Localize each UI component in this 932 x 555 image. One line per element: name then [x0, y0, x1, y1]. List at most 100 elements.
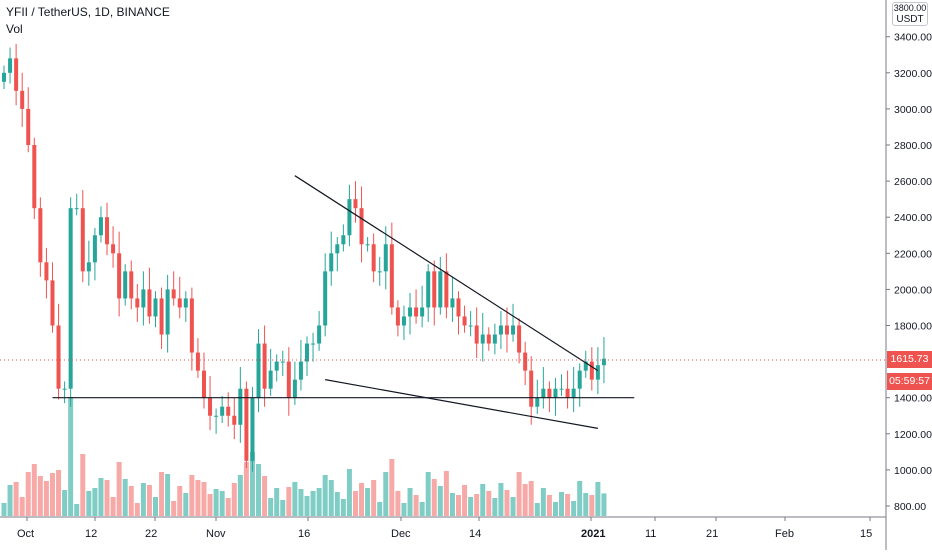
time-tick-label: 21	[706, 528, 718, 540]
volume-bar	[159, 472, 165, 516]
candle-body	[280, 361, 285, 363]
time-tick-label: 15	[860, 528, 872, 540]
candle-body	[129, 271, 134, 299]
candle-body	[335, 244, 340, 254]
volume-bar	[213, 489, 219, 516]
candle-body	[541, 388, 546, 398]
volume-bar	[249, 452, 255, 516]
trendline[interactable]	[325, 379, 598, 429]
volume-bar	[359, 483, 365, 516]
candle-body	[492, 334, 497, 344]
candle-body	[147, 289, 152, 317]
volume-bar	[534, 503, 540, 516]
candle-body	[395, 307, 400, 326]
top-price-label: 3800.00	[893, 3, 927, 13]
candle-body	[468, 325, 473, 327]
candle-body	[298, 361, 303, 380]
volume-bar	[589, 495, 595, 516]
volume-bar	[183, 493, 189, 516]
volume-bar	[225, 498, 231, 516]
candle-body	[511, 325, 516, 335]
candle-body	[559, 388, 564, 390]
volume-bar	[522, 484, 528, 516]
candle-body	[517, 325, 522, 353]
candle-body	[420, 307, 425, 317]
volume-bar	[456, 495, 461, 516]
volume-bar	[528, 481, 534, 516]
volume-bar	[1, 503, 7, 516]
volume-bar	[231, 483, 237, 516]
candle-body	[44, 262, 49, 281]
candle-body	[286, 361, 291, 398]
candle-body	[189, 298, 194, 353]
candle-body	[250, 397, 255, 461]
candle-body	[486, 334, 491, 344]
candle-body	[450, 298, 455, 308]
volume-bar	[504, 490, 510, 516]
trendline[interactable]	[294, 175, 599, 372]
volume-bar	[19, 497, 25, 516]
volume-bar	[43, 481, 49, 516]
volume-bar	[340, 499, 346, 516]
volume-bar	[134, 503, 140, 516]
price-tick-label: 2400.00	[894, 212, 932, 224]
volume-bar	[371, 480, 377, 516]
drawn-lines[interactable]	[52, 175, 635, 429]
candle-body	[323, 271, 328, 326]
volume-bar	[286, 487, 292, 516]
volume-bar	[86, 491, 92, 516]
price-tick-label: 2800.00	[894, 140, 932, 152]
volume-bar	[540, 488, 546, 516]
volume-bar	[122, 479, 128, 516]
volume-bar	[256, 464, 262, 516]
time-tick-label: Dec	[391, 528, 411, 540]
volume-bar	[243, 462, 249, 516]
price-axis[interactable]: 3400.00 3200.00 3000.00 2800.00 2600.00 2400.…	[886, 32, 932, 513]
volume-bar	[207, 494, 213, 516]
volume-label[interactable]: Vol	[6, 22, 23, 36]
volume-bar	[68, 397, 74, 516]
candle-body	[195, 352, 200, 371]
volume-bar	[201, 482, 207, 516]
candle-body	[141, 289, 146, 308]
volume-bar	[559, 492, 565, 516]
candle-body	[274, 361, 279, 371]
volume-bar	[25, 472, 31, 516]
volume-bar	[153, 497, 158, 516]
candle-body	[159, 298, 164, 335]
candle-body	[201, 370, 206, 398]
volume-bar	[37, 476, 43, 516]
volume-bar	[7, 485, 13, 516]
volume-bar	[146, 485, 152, 516]
volume-bar	[49, 473, 55, 516]
volume-bar	[13, 482, 19, 516]
candle-body	[414, 307, 419, 317]
candles	[2, 43, 606, 472]
candle-body	[347, 199, 352, 236]
candle-body	[565, 388, 570, 398]
candle-body	[208, 397, 213, 416]
candle-body	[74, 208, 79, 210]
time-axis[interactable]: Oct 12 22 Nov 16 Dec 14 2021 11 21 Feb 15	[17, 517, 872, 540]
candle-body	[171, 289, 176, 299]
candle-body	[377, 271, 382, 273]
time-tick-label: Oct	[17, 528, 34, 540]
volume-bar	[401, 503, 407, 516]
volume-bar	[237, 475, 243, 516]
candle-body	[359, 208, 364, 245]
price-tick-label: 3000.00	[894, 104, 932, 116]
volume-bar	[468, 497, 474, 516]
volume-bar	[601, 493, 607, 516]
time-tick-label: Feb	[775, 528, 794, 540]
candle-body	[220, 406, 225, 416]
chart-legend: YFII / TetherUS, 1D, BINANCE Vol	[6, 4, 170, 38]
candle-body	[535, 397, 540, 407]
candle-body	[408, 307, 413, 317]
currency-unit-box[interactable]: 3800.00 USDT	[892, 2, 928, 26]
candle-body	[2, 72, 6, 82]
symbol-title[interactable]: YFII / TetherUS, 1D, BINANCE	[6, 5, 170, 19]
volume-bar	[571, 501, 577, 516]
volume-bar	[322, 475, 328, 516]
